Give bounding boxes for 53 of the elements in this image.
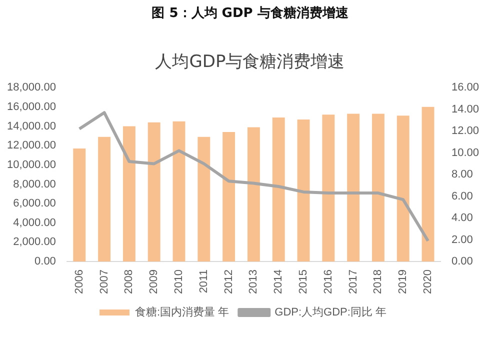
x-tick-label: 2016 <box>322 270 334 294</box>
x-tick-label: 2007 <box>98 270 110 294</box>
y-tick-label: 4,000.00 <box>13 216 56 229</box>
bar <box>372 114 384 262</box>
bar <box>396 116 410 262</box>
x-tick-label: 2013 <box>248 270 260 294</box>
y2-tick-label: 4.00 <box>451 212 473 224</box>
y-tick-label: 6,000.00 <box>13 198 56 210</box>
y2-tick-label: 8.00 <box>451 168 473 181</box>
y2-tick-label: 6.00 <box>451 190 473 202</box>
chart-subtitle: 人均GDP与食糖消费增速 <box>154 51 346 73</box>
chart-title: 图 5：人均 GDP 与食糖消费增速 <box>150 4 350 22</box>
bar <box>122 126 136 262</box>
x-tick-label: 2011 <box>198 270 210 294</box>
x-tick-label: 2019 <box>397 270 410 294</box>
bar <box>297 119 310 262</box>
y2-tick-label: 0.00 <box>451 256 473 268</box>
x-tick-label: 2008 <box>123 270 136 294</box>
bar <box>98 136 111 262</box>
bar <box>347 114 360 262</box>
y-tick-label: 2,000.00 <box>13 236 56 248</box>
bar <box>247 127 260 262</box>
x-tick-label: 2012 <box>222 270 235 294</box>
y2-tick-label: 16.00 <box>451 82 480 94</box>
y-tick-label: 8,000.00 <box>13 178 56 190</box>
y-tick-label: 10,000.00 <box>7 158 56 171</box>
y2-tick-label: 14.00 <box>451 103 480 116</box>
x-tick-label: 2018 <box>372 270 384 294</box>
y2-tick-label: 2.00 <box>451 234 473 246</box>
bar <box>422 106 434 262</box>
x-tick-label: 2009 <box>148 270 160 294</box>
bar <box>322 114 335 262</box>
x-tick-label: 2014 <box>272 270 285 294</box>
y-tick-label: 14,000.00 <box>7 120 56 132</box>
bar <box>73 148 86 262</box>
y-tick-label: 18,000.00 <box>7 82 56 94</box>
x-tick-label: 2010 <box>173 270 186 294</box>
legend-label: GDP:人均GDP:同比 年 <box>274 306 386 319</box>
x-tick-label: 2020 <box>422 270 434 294</box>
legend-label: 食糖:国内消费量 年 <box>135 306 230 319</box>
x-tick-label: 2017 <box>347 270 360 294</box>
y-tick-label: 16,000.00 <box>7 100 56 113</box>
bar <box>222 132 236 262</box>
bar <box>172 121 186 262</box>
y-tick-label: 12,000.00 <box>7 140 56 152</box>
y2-tick-label: 12.00 <box>451 125 480 138</box>
bar <box>198 136 210 262</box>
y-tick-label: 0.00 <box>34 256 56 268</box>
x-tick-label: 2015 <box>298 270 310 294</box>
bar <box>148 122 160 262</box>
x-tick-label: 2006 <box>73 270 86 294</box>
bar <box>272 118 285 262</box>
y2-tick-label: 10.00 <box>451 146 480 159</box>
